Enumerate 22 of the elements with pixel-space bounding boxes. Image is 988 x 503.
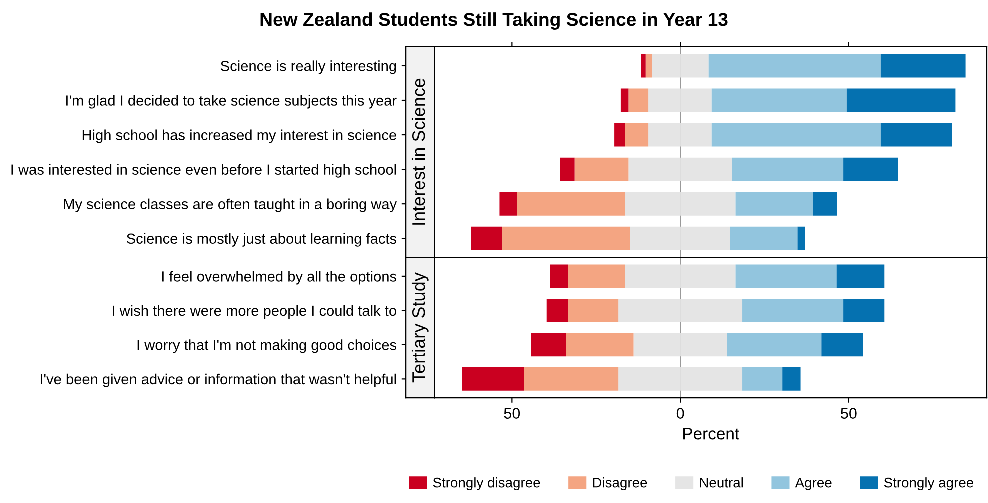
y-tick-label: High school has increased my interest in science [82, 130, 396, 144]
x-tick-label: 0 [676, 408, 684, 419]
y-tick-label: My science classes are often taught in a boring way [64, 198, 398, 212]
y-tick-label: Science is really interesting [221, 60, 396, 74]
y-axis-title: Tertiary Study [412, 272, 429, 383]
y-tick-label: I was interested in science even before I started high school [12, 164, 396, 178]
legend-label: Agree [795, 478, 832, 490]
y-tick-label: I'm glad I decided to take science subjects this year [66, 95, 397, 109]
chart-title: New Zealand Students Still Taking Science in Year 13 [260, 12, 728, 30]
legend-label: Strongly disagree [433, 478, 540, 490]
legend-label: Disagree [593, 478, 648, 490]
x-tick-label: 50 [504, 408, 520, 419]
y-tick-label: I worry that I'm not making good choices [138, 340, 397, 354]
y-axis-title: Interest in Science [412, 78, 426, 225]
x-axis-title: Percent [684, 428, 740, 440]
legend-label: Neutral [700, 478, 743, 488]
legend-label: Strongly agree [884, 478, 974, 490]
y-tick-label: Science is mostly just about learning facts [126, 233, 397, 247]
y-tick-label: I've been given advice or information that wasn't helpful [41, 374, 396, 388]
y-tick-label: I wish there were more people I could talk to [113, 305, 396, 319]
x-tick-label: 50 [841, 408, 857, 419]
y-tick-label: I feel overwhelmed by all the options [162, 271, 397, 285]
